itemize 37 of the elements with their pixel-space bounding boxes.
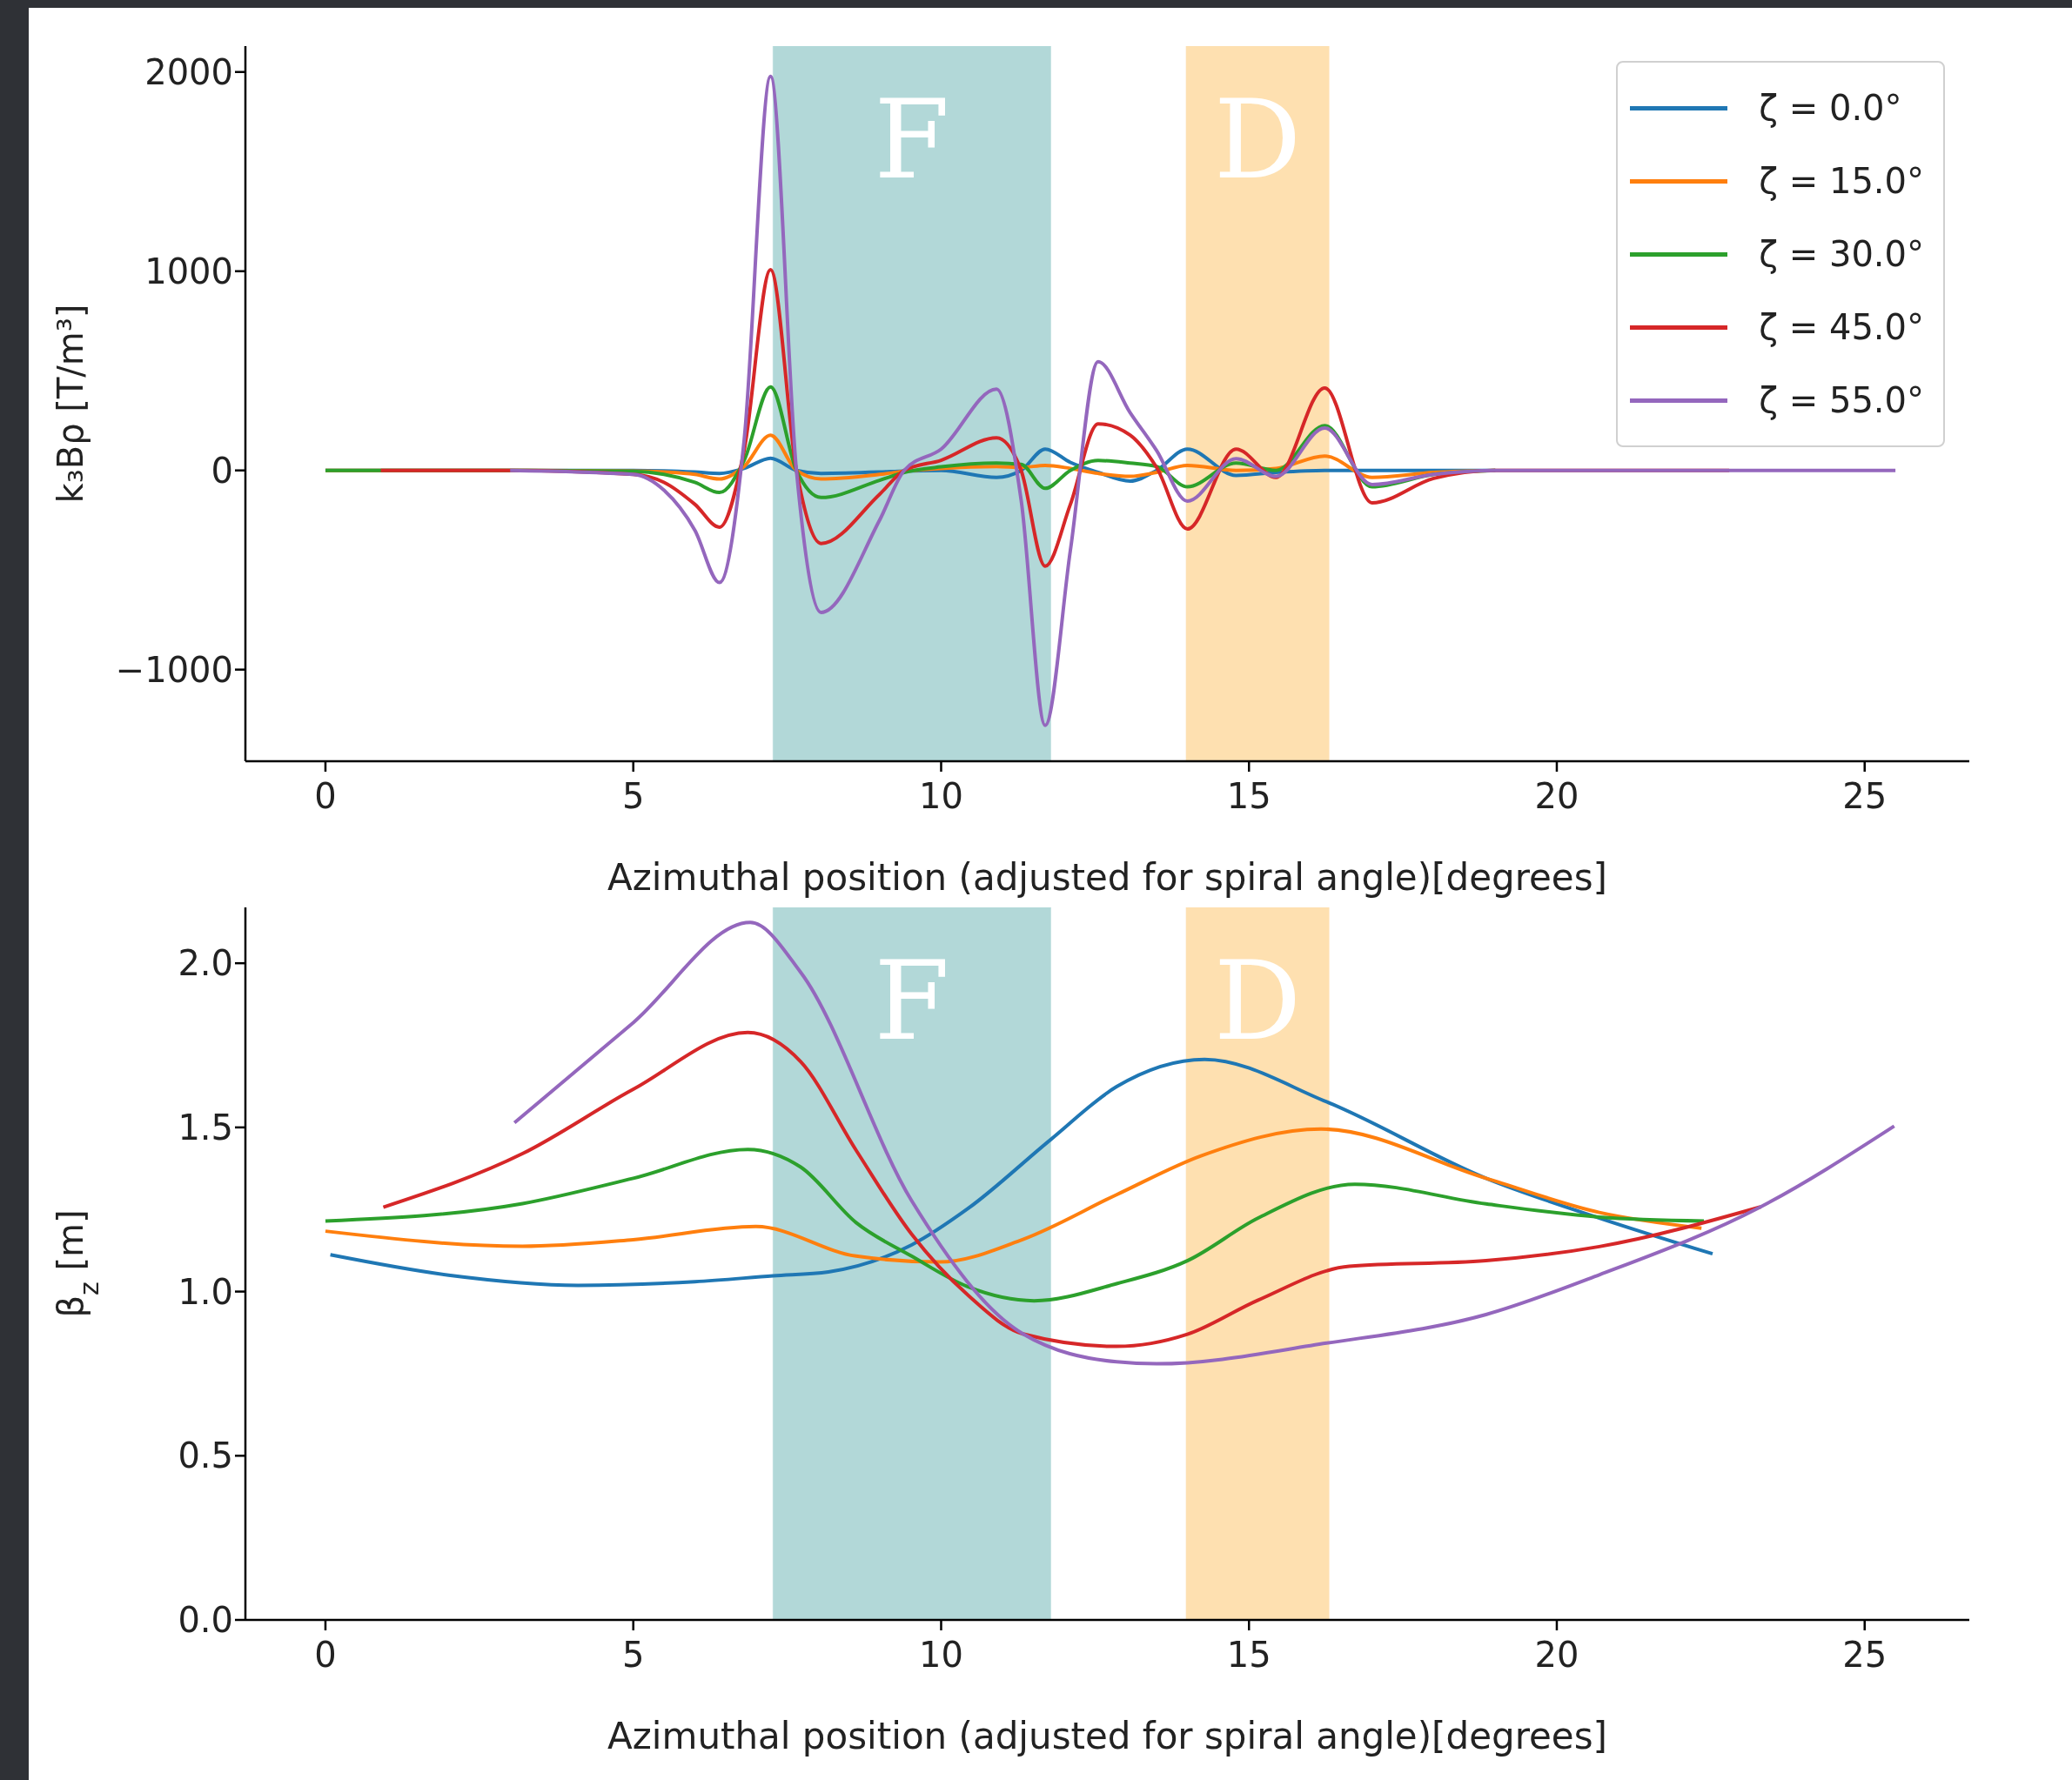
y-tick-label: 0.0 xyxy=(178,1600,233,1641)
x-tick-label: 10 xyxy=(919,776,963,817)
y-tick-label: 1.0 xyxy=(178,1271,233,1312)
legend-label: ζ = 0.0° xyxy=(1759,88,1902,128)
band-label: F xyxy=(874,76,950,203)
y-axis-title: k₃Bρ [T/m³] xyxy=(50,304,91,504)
y-tick-label: 0.5 xyxy=(178,1435,233,1476)
legend-label: ζ = 15.0° xyxy=(1759,161,1924,201)
line-series xyxy=(323,1148,1707,1303)
x-tick-label: 25 xyxy=(1842,1635,1888,1676)
y-tick-label: −1000 xyxy=(115,649,233,690)
x-tick-label: 15 xyxy=(1226,1635,1271,1676)
line-series xyxy=(328,1057,1714,1288)
x-tick-label: 10 xyxy=(919,1635,963,1676)
legend-label: ζ = 30.0° xyxy=(1759,234,1924,274)
x-tick-label: 15 xyxy=(1226,776,1271,817)
x-tick-label: 5 xyxy=(622,1635,645,1676)
y-tick-label: 1.5 xyxy=(178,1107,233,1148)
legend-label: ζ = 55.0° xyxy=(1759,380,1924,420)
x-tick-label: 20 xyxy=(1534,776,1579,817)
x-tick-label: 0 xyxy=(314,1635,337,1676)
band-label: D xyxy=(1214,76,1302,203)
x-tick-label: 20 xyxy=(1534,1635,1579,1676)
legend-label: ζ = 45.0° xyxy=(1759,307,1924,347)
y-tick-label: 2.0 xyxy=(178,943,233,984)
band-label: D xyxy=(1214,937,1302,1064)
line-series xyxy=(323,1127,1704,1264)
x-axis-title: Azimuthal position (adjusted for spiral angle)[degrees] xyxy=(607,856,1607,899)
line-series xyxy=(513,920,1896,1366)
x-axis-title: Azimuthal position (adjusted for spiral angle)[degrees] xyxy=(607,1715,1607,1757)
y-tick-label: 2000 xyxy=(144,51,233,92)
y-tick-label: 0 xyxy=(211,450,233,491)
band-label: F xyxy=(874,937,950,1064)
x-tick-label: 0 xyxy=(314,776,337,817)
x-tick-label: 5 xyxy=(622,776,645,817)
x-tick-label: 25 xyxy=(1842,776,1888,817)
y-tick-label: 1000 xyxy=(144,251,233,291)
